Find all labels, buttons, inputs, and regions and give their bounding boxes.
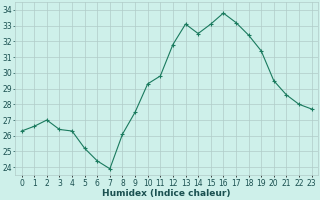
X-axis label: Humidex (Indice chaleur): Humidex (Indice chaleur) [102,189,231,198]
